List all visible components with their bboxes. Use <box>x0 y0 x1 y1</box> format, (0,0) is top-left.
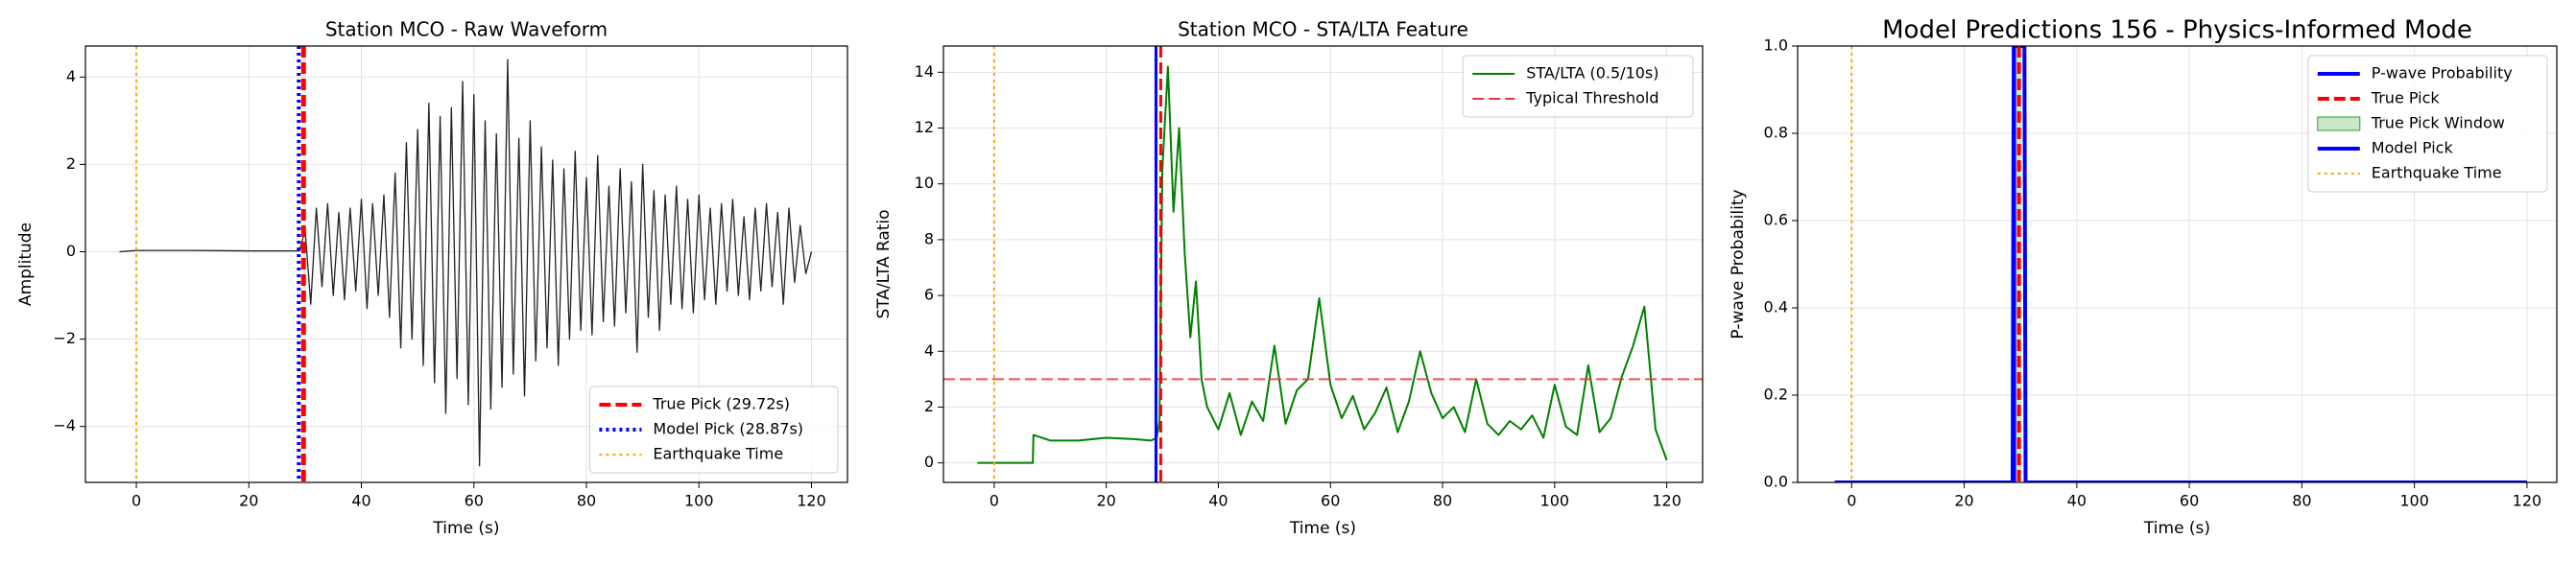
chart-title: Station MCO - Raw Waveform <box>325 18 608 41</box>
y-axis-label: P-wave Probability <box>1729 189 1748 339</box>
y-tick-label: 0 <box>66 242 76 260</box>
legend-label: True Pick <box>2371 89 2441 107</box>
x-tick-label: 80 <box>577 492 596 510</box>
x-tick-label: 100 <box>2399 492 2429 510</box>
y-tick-label: 0.0 <box>1764 473 1788 491</box>
x-tick-label: 40 <box>351 492 370 510</box>
legend-box <box>1462 55 1694 118</box>
x-tick-label: 0 <box>990 492 999 510</box>
axes-frame <box>942 45 1704 483</box>
x-tick-label: 100 <box>684 492 714 510</box>
y-tick-label: 0.4 <box>1764 298 1788 316</box>
y-tick-label: 10 <box>915 174 934 192</box>
y-tick-label: 6 <box>924 286 934 304</box>
x-tick-label: 20 <box>239 492 258 510</box>
x-tick-label: 0 <box>131 492 141 510</box>
x-tick-label: 80 <box>2292 492 2311 510</box>
legend-label: Earthquake Time <box>653 445 783 463</box>
y-tick-label: 2 <box>66 154 76 173</box>
y-tick-label: 4 <box>66 67 76 85</box>
x-axis-label: Time (s) <box>2143 519 2210 538</box>
y-tick-label: 0 <box>924 453 934 471</box>
legend: STA/LTA (0.5/10s) Typical Threshold <box>1462 55 1694 118</box>
y-tick-label: 8 <box>924 229 934 247</box>
legend: P-wave Probability True Pick True Pick Win… <box>2307 55 2548 193</box>
subplot: 0 20 40 60 80 100 120 0 2 4 6 8 10 12 14 Station MCO - … <box>874 18 1704 538</box>
legend-label: STA/LTA (0.5/10s) <box>1526 64 1658 82</box>
axes-frame <box>84 45 848 483</box>
x-tick-label: 120 <box>2513 492 2542 510</box>
legend-box <box>588 386 839 474</box>
y-tick-label: 2 <box>924 397 934 415</box>
legend-label: Model Pick <box>2372 139 2454 157</box>
y-tick-label: 0.2 <box>1764 386 1788 404</box>
x-tick-label: 80 <box>1433 492 1452 510</box>
series-line <box>977 65 1668 464</box>
legend-label: Model Pick (28.87s) <box>653 420 803 438</box>
x-tick-label: 40 <box>1208 492 1228 510</box>
legend-label: True Pick (29.72s) <box>652 395 790 413</box>
y-tick-label: 1.0 <box>1764 36 1788 55</box>
subplot: 0 20 40 60 80 100 120 −4 −2 0 2 4 Station MCO - Raw … <box>16 18 848 538</box>
series-line <box>119 59 813 467</box>
y-tick-label: −2 <box>53 329 76 347</box>
x-tick-label: 60 <box>1321 492 1340 510</box>
x-tick-label: 60 <box>465 492 484 510</box>
x-tick-label: 20 <box>1954 492 1973 510</box>
legend-label: Typical Threshold <box>1525 89 1658 107</box>
plot-area <box>943 46 1703 482</box>
x-tick-label: 20 <box>1096 492 1115 510</box>
x-tick-label: 100 <box>1540 492 1570 510</box>
y-tick-label: 14 <box>915 62 934 81</box>
x-axis-label: Time (s) <box>432 519 499 538</box>
x-axis-label: Time (s) <box>1289 519 1356 538</box>
y-axis-label: STA/LTA Ratio <box>874 209 894 318</box>
legend-label: P-wave Probability <box>2372 64 2513 82</box>
legend-swatch <box>2317 116 2361 131</box>
chart-title: Station MCO - STA/LTA Feature <box>1178 18 1468 41</box>
legend-label: Earthquake Time <box>2372 164 2502 182</box>
x-tick-label: 60 <box>2180 492 2199 510</box>
chart-title: Model Predictions 156 - Physics-Informed… <box>1882 16 2472 45</box>
y-tick-label: 0.6 <box>1764 211 1788 229</box>
y-tick-label: 0.8 <box>1764 124 1788 142</box>
legend: True Pick (29.72s) Model Pick (28.87s) Ear… <box>588 386 839 474</box>
y-axis-label: Amplitude <box>16 222 36 306</box>
x-tick-label: 120 <box>1652 492 1682 510</box>
legend-label: True Pick Window <box>2371 114 2505 132</box>
plot-area <box>119 46 813 482</box>
x-tick-label: 120 <box>797 492 826 510</box>
axes-frame <box>1797 45 2558 483</box>
x-tick-label: 0 <box>1847 492 1856 510</box>
subplot: 0 20 40 60 80 100 120 0.0 0.2 0.4 0.6 0.8 1.0 Model P… <box>1729 16 2558 538</box>
y-tick-label: −4 <box>53 416 76 434</box>
y-tick-label: 12 <box>915 118 934 136</box>
y-tick-label: 4 <box>924 341 934 360</box>
plot-area <box>1834 46 2527 482</box>
legend-box <box>2307 55 2548 193</box>
x-tick-label: 40 <box>2067 492 2087 510</box>
